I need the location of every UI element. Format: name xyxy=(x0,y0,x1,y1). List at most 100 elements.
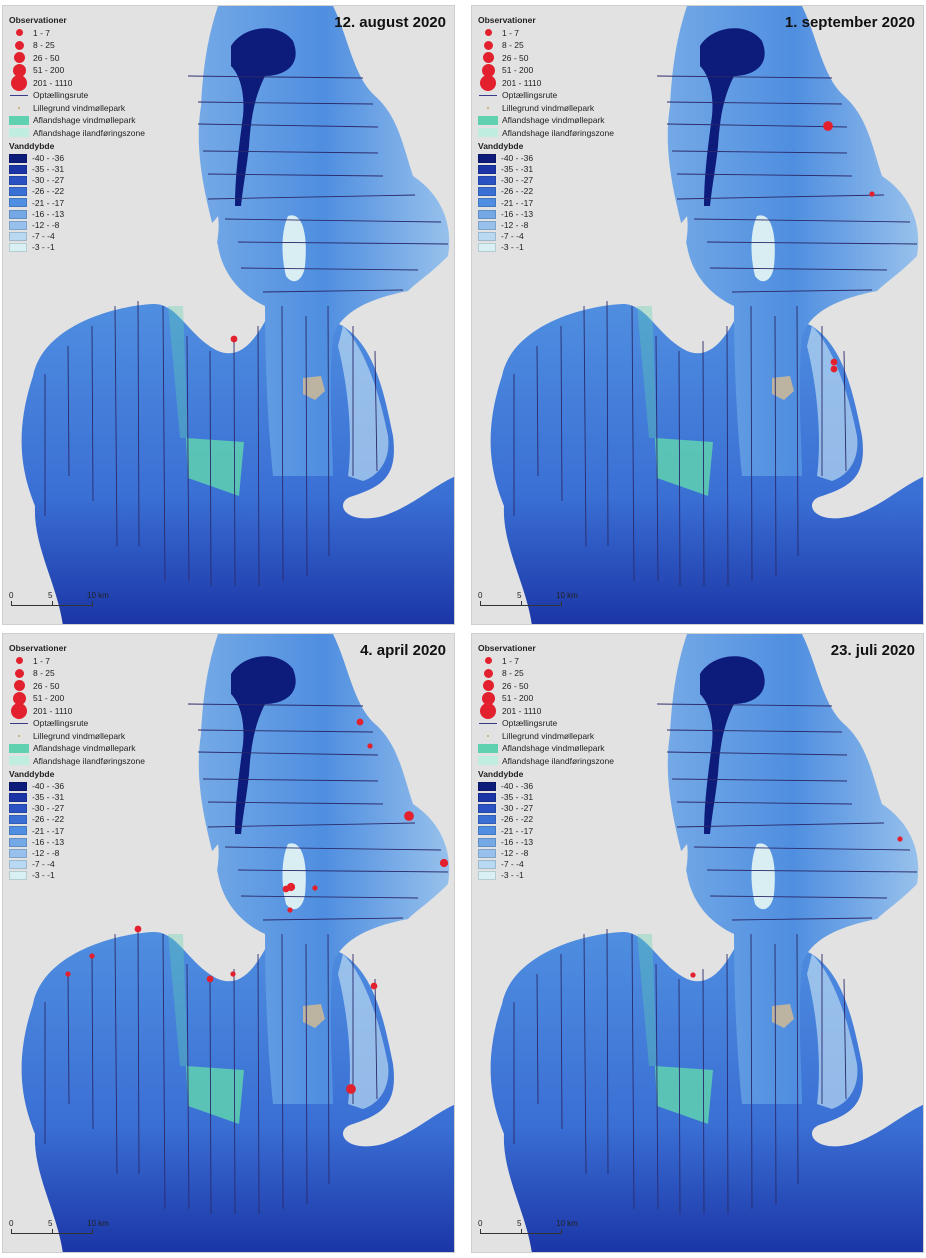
scale-label-0: 0 xyxy=(478,1219,483,1228)
observation-points xyxy=(230,335,238,343)
northern-channel-area xyxy=(667,6,919,476)
legend-depth-class: -21 - -17 xyxy=(9,825,145,836)
depth-swatch xyxy=(478,815,496,825)
legend-windfarm: Aflandshage vindmøllepark xyxy=(478,114,614,127)
depth-swatch xyxy=(9,153,27,163)
legend-depth-class: -35 - -31 xyxy=(478,164,614,175)
legend-depth-class: -35 - -31 xyxy=(9,792,145,803)
observation-dot-icon xyxy=(481,63,495,77)
shallow-zone xyxy=(338,954,389,1109)
observation-dot-icon xyxy=(13,680,25,692)
legend-obs-class: 1 - 7 xyxy=(9,27,145,40)
legend-obs-class: 201 - 1110 xyxy=(478,702,614,719)
observation-point xyxy=(690,972,696,978)
windfarm-patch-icon xyxy=(478,115,498,125)
observation-point xyxy=(404,811,414,821)
observation-point xyxy=(312,885,318,891)
observation-point xyxy=(356,718,364,726)
legend-depth-title: Vanddybde xyxy=(478,141,524,151)
observation-dot-icon xyxy=(14,40,24,50)
depth-swatch xyxy=(9,848,27,858)
deep-channel xyxy=(700,28,765,207)
aflandshage-windfarm xyxy=(186,438,244,496)
observation-point xyxy=(823,121,833,131)
observation-point xyxy=(89,953,95,959)
depth-swatch xyxy=(9,815,27,825)
legend-depth-class: -30 - -27 xyxy=(478,803,614,814)
legend-depth-title: Vanddybde xyxy=(9,141,55,151)
legend-depth-class: -40 - -36 xyxy=(9,153,145,164)
scale-label-10: 10 km xyxy=(556,1219,578,1228)
lillegrund-windfarm xyxy=(772,1004,794,1028)
scale-label-0: 0 xyxy=(9,591,14,600)
aflandshage-landing-zone xyxy=(637,306,657,438)
observation-dot-icon xyxy=(480,74,496,91)
observation-dot-icon xyxy=(483,668,493,678)
aflandshage-windfarm xyxy=(186,1066,244,1124)
scale-label-5: 5 xyxy=(517,591,522,600)
legend-route: Optællingsrute xyxy=(9,717,145,730)
depth-swatch xyxy=(9,826,27,836)
observation-dot-icon xyxy=(15,29,23,37)
coast-land-strip xyxy=(168,844,219,939)
island xyxy=(751,215,775,282)
scale-bar: 0 5 10 km xyxy=(478,1219,590,1234)
depth-swatch xyxy=(478,209,496,219)
lillegrund-windfarm xyxy=(772,376,794,400)
legend-lillegrund: Lillegrund vindmøllepark xyxy=(478,102,614,115)
depth-swatch xyxy=(9,837,27,847)
scale-label-10: 10 km xyxy=(87,591,109,600)
bathymetry-map xyxy=(21,634,454,1252)
depth-swatch xyxy=(478,792,496,802)
bathymetry-map xyxy=(490,634,923,1252)
observation-point xyxy=(830,358,838,366)
panel-title: 12. august 2020 xyxy=(334,14,446,31)
observation-point xyxy=(830,365,838,373)
depth-swatch xyxy=(9,231,27,241)
depth-swatch xyxy=(9,164,27,174)
depth-swatch xyxy=(478,198,496,208)
deep-channel xyxy=(231,28,296,207)
depth-swatch xyxy=(478,243,496,253)
depth-swatch xyxy=(9,220,27,230)
legend-obs-class: 201 - 1110 xyxy=(9,702,145,719)
depth-swatch xyxy=(9,803,27,813)
windfarm-patch-icon xyxy=(478,743,498,753)
depth-swatch xyxy=(9,859,27,869)
legend-depth-class: -26 - -22 xyxy=(9,186,145,197)
observation-dot-icon xyxy=(484,29,492,37)
survey-routes xyxy=(44,75,449,587)
northern-channel-area xyxy=(198,634,450,1104)
legend-obs-class: 1 - 7 xyxy=(478,655,614,668)
legend-obs-class: 51 - 200 xyxy=(9,63,145,77)
observation-point xyxy=(282,885,290,893)
legend-obs-class: 8 - 25 xyxy=(478,667,614,680)
legend-obs-class: 51 - 200 xyxy=(9,691,145,705)
depth-swatch xyxy=(9,175,27,185)
depth-swatch xyxy=(9,209,27,219)
observation-points xyxy=(823,121,875,373)
observation-point xyxy=(65,971,71,977)
northern-channel-area xyxy=(667,634,919,1104)
legend-route: Optællingsrute xyxy=(478,89,614,102)
observation-dot-icon xyxy=(15,657,23,665)
legend-lillegrund: Lillegrund vindmøllepark xyxy=(9,730,145,743)
observation-dot-icon xyxy=(12,63,26,77)
observation-dot-icon xyxy=(483,40,493,50)
scale-label-0: 0 xyxy=(478,591,483,600)
legend-depth-class: -30 - -27 xyxy=(9,803,145,814)
landing-zone-patch-icon xyxy=(478,128,498,138)
legend-depth-class: -3 - -1 xyxy=(478,242,614,253)
legend-depth-class: -7 - -4 xyxy=(9,231,145,242)
observation-point xyxy=(230,971,236,977)
observation-point xyxy=(134,925,142,933)
legend-obs-class: 26 - 50 xyxy=(9,680,145,693)
legend-depth-class: -26 - -22 xyxy=(478,814,614,825)
legend-obs-class: 1 - 7 xyxy=(478,27,614,40)
deep-channel xyxy=(231,656,296,834)
northern-channel-area xyxy=(198,6,450,476)
